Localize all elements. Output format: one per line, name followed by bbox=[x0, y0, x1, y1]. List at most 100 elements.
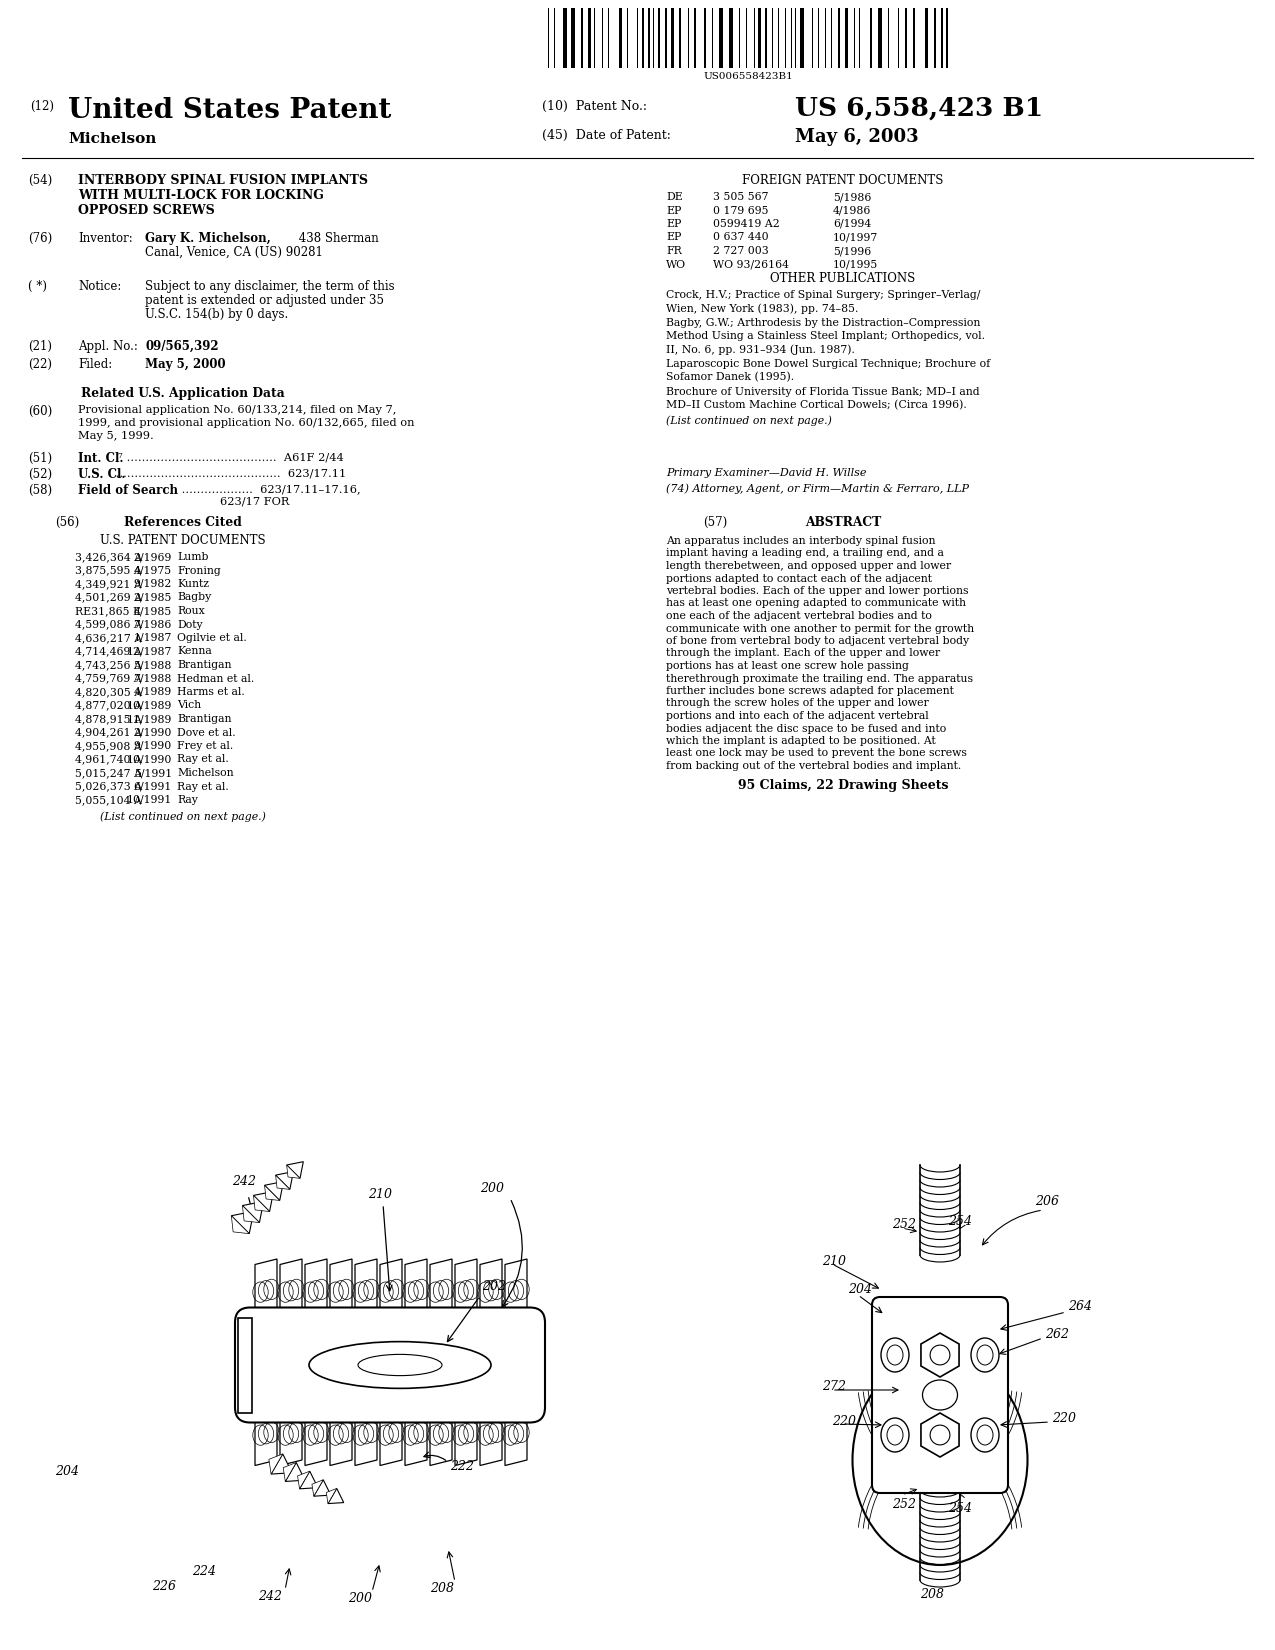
Text: WO 93/26164: WO 93/26164 bbox=[713, 259, 789, 269]
Text: 5,055,104 A: 5,055,104 A bbox=[75, 795, 142, 805]
Ellipse shape bbox=[977, 1426, 993, 1445]
Text: 220: 220 bbox=[1052, 1412, 1076, 1426]
Text: Provisional application No. 60/133,214, filed on May 7,: Provisional application No. 60/133,214, … bbox=[78, 404, 397, 416]
Polygon shape bbox=[430, 1402, 453, 1465]
Text: Filed:: Filed: bbox=[78, 358, 112, 371]
Bar bbox=[564, 8, 567, 68]
Text: 438 Sherman: 438 Sherman bbox=[295, 233, 379, 244]
Polygon shape bbox=[354, 1259, 377, 1323]
Text: ( *): ( *) bbox=[28, 280, 47, 294]
Text: 252: 252 bbox=[892, 1218, 915, 1231]
Text: Subject to any disclaimer, the term of this: Subject to any disclaimer, the term of t… bbox=[145, 280, 395, 294]
Text: Method Using a Stainless Steel Implant; Orthopedics, vol.: Method Using a Stainless Steel Implant; … bbox=[666, 332, 986, 342]
Text: (52): (52) bbox=[28, 469, 52, 482]
Text: 254: 254 bbox=[949, 1214, 972, 1228]
Text: OTHER PUBLICATIONS: OTHER PUBLICATIONS bbox=[770, 272, 915, 285]
Bar bbox=[581, 8, 583, 68]
Text: 4,878,915 A: 4,878,915 A bbox=[75, 714, 142, 724]
Text: US 6,558,423 B1: US 6,558,423 B1 bbox=[796, 96, 1043, 120]
Text: OPPOSED SCREWS: OPPOSED SCREWS bbox=[78, 205, 214, 218]
Text: 4,904,261 A: 4,904,261 A bbox=[75, 728, 142, 738]
Polygon shape bbox=[297, 1472, 310, 1488]
Polygon shape bbox=[305, 1402, 326, 1465]
Text: U.S. Cl.: U.S. Cl. bbox=[78, 469, 125, 482]
Text: 2/1990: 2/1990 bbox=[134, 728, 172, 738]
Text: 7/1986: 7/1986 bbox=[134, 619, 172, 630]
Polygon shape bbox=[287, 1165, 300, 1178]
Text: 5/1991: 5/1991 bbox=[134, 767, 172, 779]
Text: May 5, 1999.: May 5, 1999. bbox=[78, 431, 154, 441]
Text: Kuntz: Kuntz bbox=[177, 579, 209, 589]
Text: portions and into each of the adjacent vertebral: portions and into each of the adjacent v… bbox=[666, 711, 928, 721]
Bar bbox=[704, 8, 706, 68]
Polygon shape bbox=[405, 1259, 427, 1323]
Text: (22): (22) bbox=[28, 358, 52, 371]
Text: Ray et al.: Ray et al. bbox=[177, 782, 228, 792]
Text: Wien, New York (1983), pp. 74–85.: Wien, New York (1983), pp. 74–85. bbox=[666, 304, 858, 314]
Text: Bagby: Bagby bbox=[177, 592, 212, 602]
Ellipse shape bbox=[923, 1379, 958, 1411]
Bar bbox=[666, 8, 667, 68]
Text: length therebetween, and opposed upper and lower: length therebetween, and opposed upper a… bbox=[666, 561, 951, 571]
Text: EP: EP bbox=[666, 233, 681, 243]
Text: 252: 252 bbox=[892, 1498, 915, 1511]
Text: 220: 220 bbox=[833, 1416, 856, 1427]
Polygon shape bbox=[314, 1480, 330, 1497]
Polygon shape bbox=[254, 1191, 274, 1211]
Bar bbox=[845, 8, 848, 68]
Ellipse shape bbox=[309, 1341, 491, 1388]
Text: 208: 208 bbox=[430, 1582, 454, 1596]
Polygon shape bbox=[328, 1488, 344, 1503]
Text: 5,026,373 A: 5,026,373 A bbox=[75, 782, 142, 792]
Text: (57): (57) bbox=[703, 516, 727, 530]
Bar bbox=[759, 8, 761, 68]
Polygon shape bbox=[312, 1480, 324, 1497]
Text: 4/1986: 4/1986 bbox=[833, 206, 871, 216]
Text: Appl. No.:: Appl. No.: bbox=[78, 340, 138, 353]
Text: May 6, 2003: May 6, 2003 bbox=[796, 129, 918, 145]
Text: 4,955,908 A: 4,955,908 A bbox=[75, 741, 142, 751]
Polygon shape bbox=[231, 1211, 254, 1234]
Text: 4,714,469 A: 4,714,469 A bbox=[75, 647, 142, 657]
Text: Harms et al.: Harms et al. bbox=[177, 686, 245, 696]
Text: from backing out of the vertebral bodies and implant.: from backing out of the vertebral bodies… bbox=[666, 761, 961, 771]
Text: Crock, H.V.; Practice of Spinal Surgery; Springer–Verlag/: Crock, H.V.; Practice of Spinal Surgery;… bbox=[666, 290, 980, 300]
Polygon shape bbox=[380, 1402, 402, 1465]
Text: 09/565,392: 09/565,392 bbox=[145, 340, 218, 353]
Text: 2/1985: 2/1985 bbox=[134, 592, 172, 602]
Text: 3,426,364 A: 3,426,364 A bbox=[75, 553, 142, 563]
Ellipse shape bbox=[358, 1355, 442, 1376]
Ellipse shape bbox=[972, 1338, 1000, 1373]
Text: 623/17 FOR: 623/17 FOR bbox=[221, 497, 289, 507]
Polygon shape bbox=[305, 1259, 326, 1323]
Text: 4,820,305 A: 4,820,305 A bbox=[75, 686, 142, 696]
Text: further includes bone screws adapted for placement: further includes bone screws adapted for… bbox=[666, 686, 954, 696]
Text: 5,015,247 A: 5,015,247 A bbox=[75, 767, 142, 779]
Text: Field of Search: Field of Search bbox=[78, 483, 178, 497]
Text: 206: 206 bbox=[1035, 1195, 1060, 1208]
Text: U.S. PATENT DOCUMENTS: U.S. PATENT DOCUMENTS bbox=[101, 535, 265, 548]
Polygon shape bbox=[330, 1259, 352, 1323]
Text: 2/1969: 2/1969 bbox=[134, 553, 172, 563]
Text: which the implant is adapted to be positioned. At: which the implant is adapted to be posit… bbox=[666, 736, 936, 746]
Text: 4,743,256 A: 4,743,256 A bbox=[75, 660, 142, 670]
Text: 1/1987: 1/1987 bbox=[134, 634, 172, 644]
Bar bbox=[935, 8, 936, 68]
Text: Inventor:: Inventor: bbox=[78, 233, 133, 244]
Text: ............................................  623/17.11: ........................................… bbox=[112, 469, 347, 478]
Text: (21): (21) bbox=[28, 340, 52, 353]
Text: FR: FR bbox=[666, 246, 682, 256]
Polygon shape bbox=[254, 1196, 269, 1211]
Text: 6/1991: 6/1991 bbox=[134, 782, 172, 792]
Polygon shape bbox=[354, 1402, 377, 1465]
Bar bbox=[941, 8, 943, 68]
Text: 10/1989: 10/1989 bbox=[126, 701, 172, 711]
Text: 210: 210 bbox=[822, 1256, 847, 1267]
Bar bbox=[588, 8, 592, 68]
Text: portions adapted to contact each of the adjacent: portions adapted to contact each of the … bbox=[666, 574, 932, 584]
Text: Related U.S. Application Data: Related U.S. Application Data bbox=[82, 388, 284, 399]
Text: Doty: Doty bbox=[177, 619, 203, 630]
Text: vertebral bodies. Each of the upper and lower portions: vertebral bodies. Each of the upper and … bbox=[666, 586, 969, 596]
Text: ...................  623/17.11–17.16,: ................... 623/17.11–17.16, bbox=[179, 483, 361, 493]
Polygon shape bbox=[455, 1259, 477, 1323]
